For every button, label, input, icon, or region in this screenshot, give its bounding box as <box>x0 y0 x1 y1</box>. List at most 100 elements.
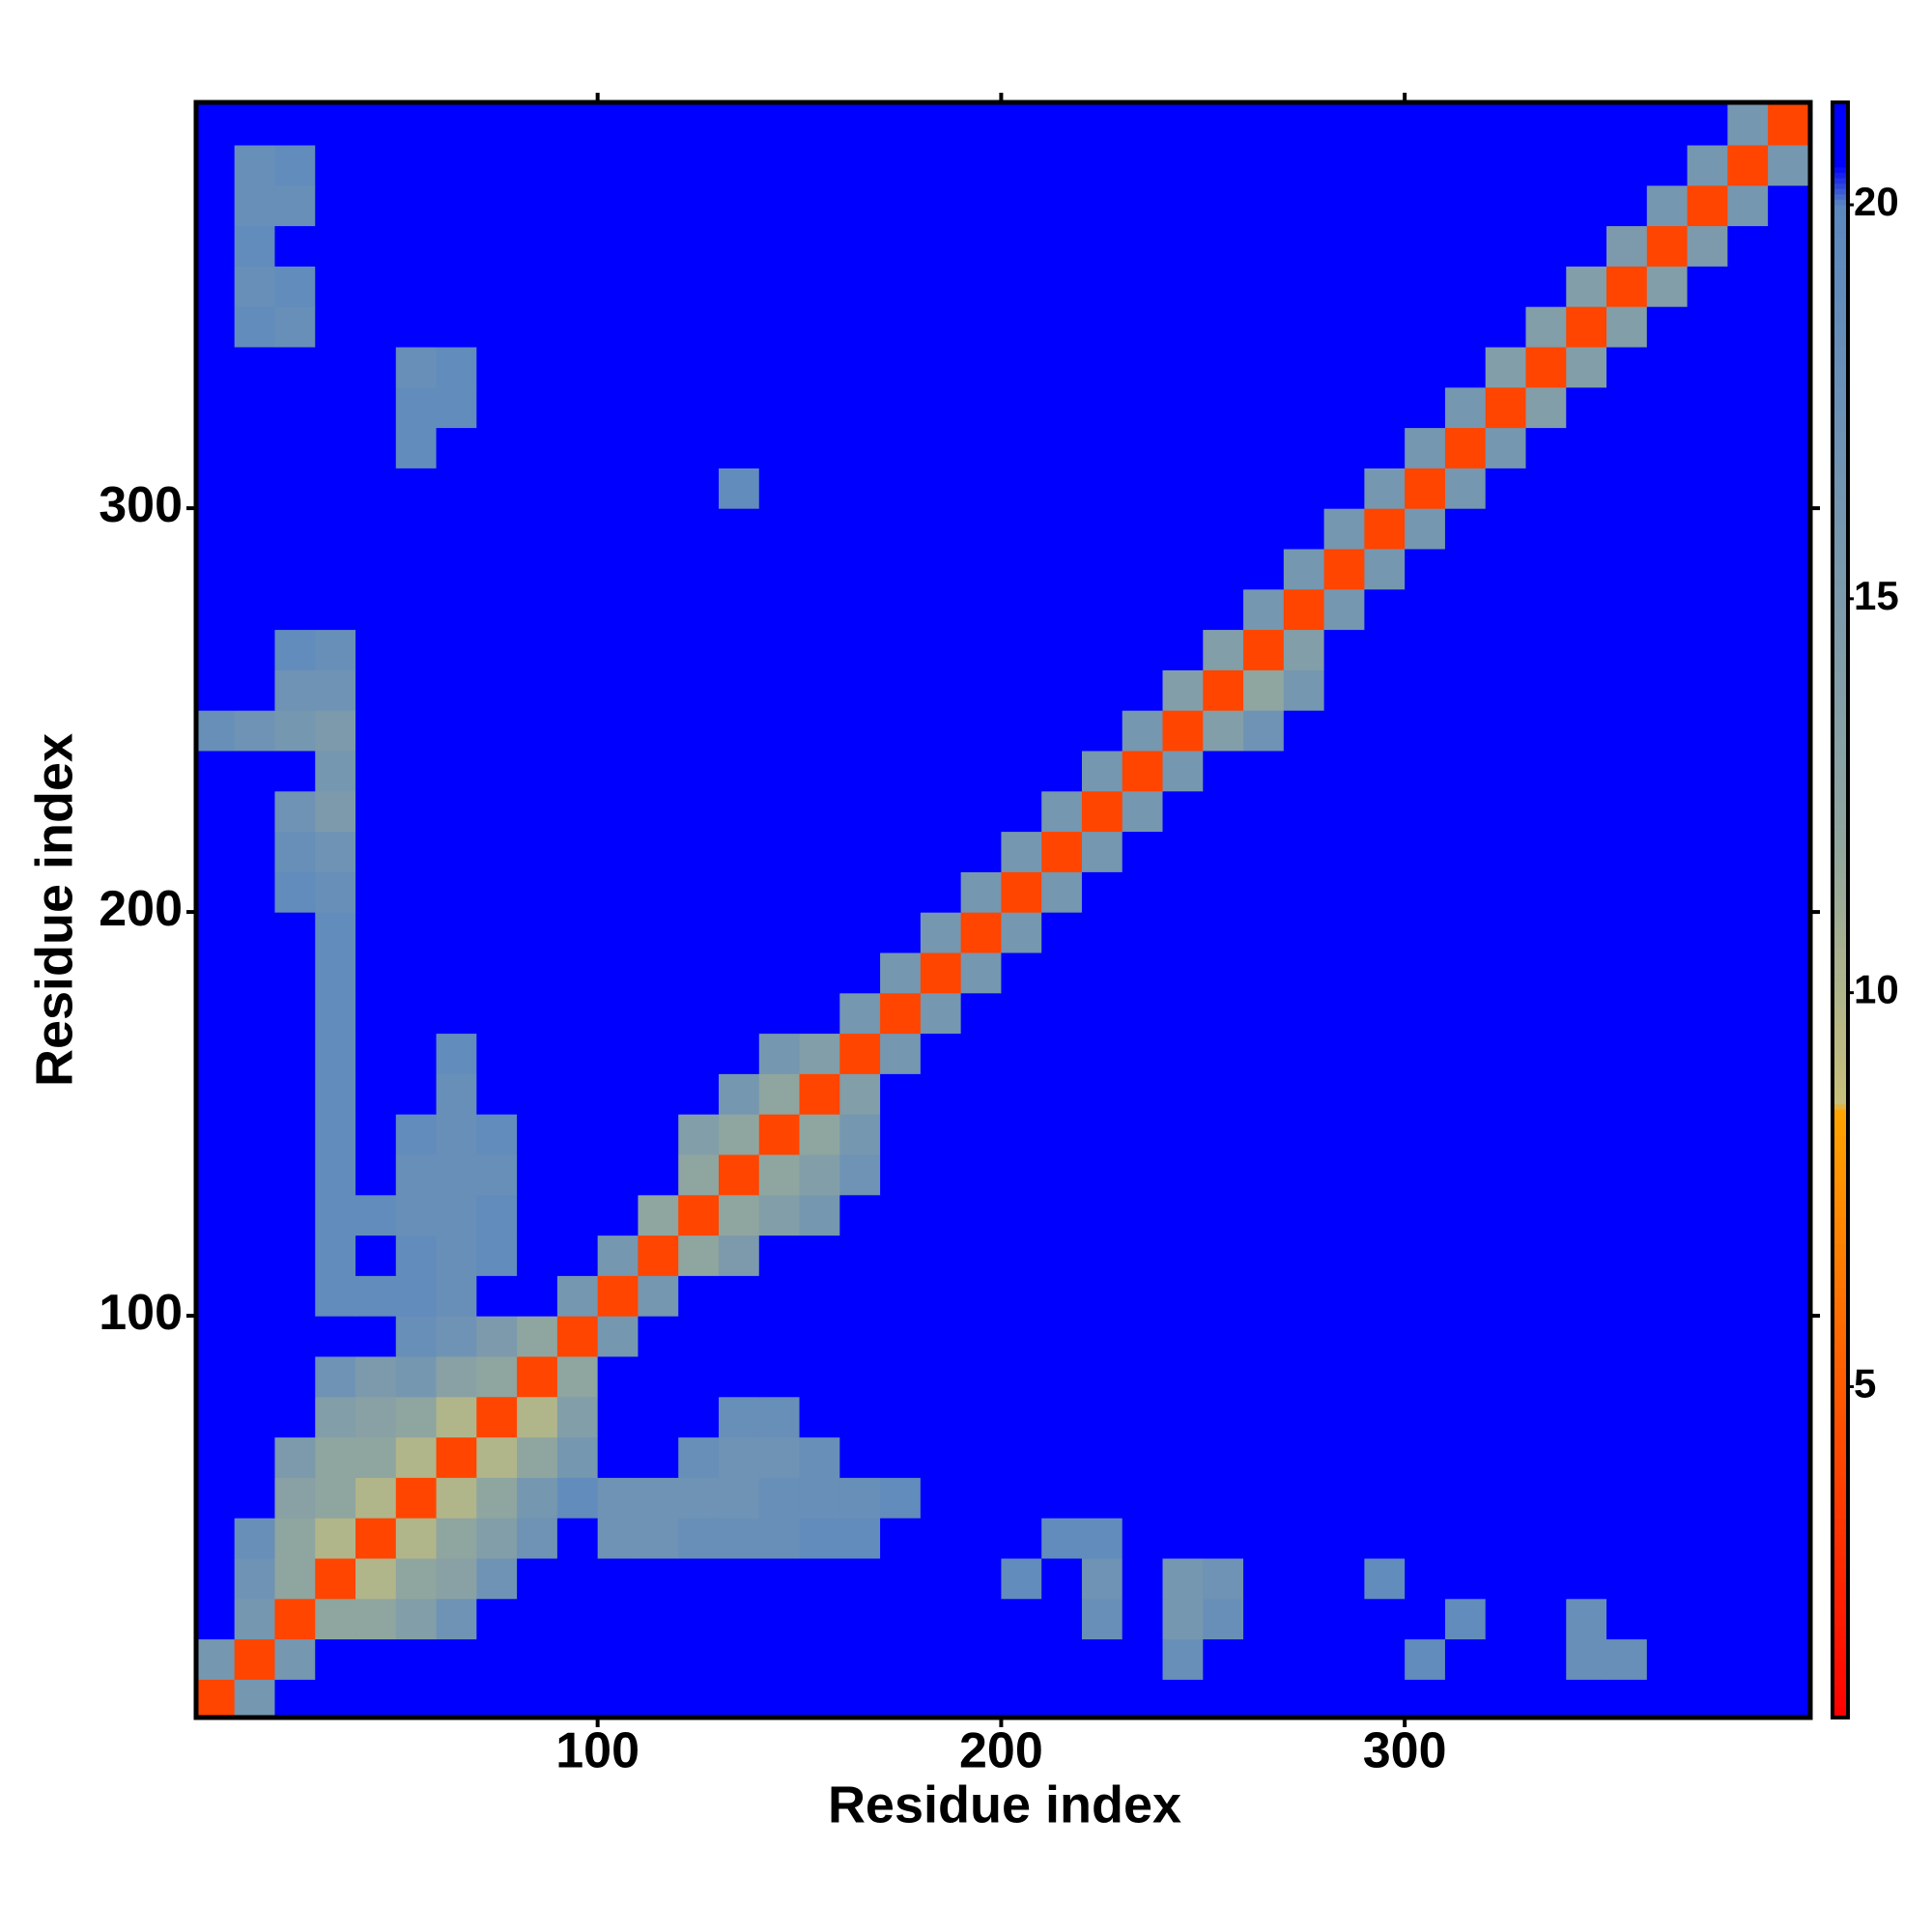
colorbar-segment <box>1833 1044 1848 1051</box>
heatmap-cell <box>1081 104 1123 146</box>
colorbar-segment <box>1833 1302 1848 1309</box>
heatmap-cell <box>234 669 276 711</box>
heatmap-cell <box>1162 1316 1204 1357</box>
heatmap-cell <box>274 831 316 872</box>
heatmap-cell <box>1203 1194 1244 1236</box>
heatmap-cell <box>1162 468 1204 509</box>
heatmap-cell <box>517 992 558 1035</box>
heatmap-cell <box>1566 468 1607 509</box>
heatmap-cell <box>758 386 801 429</box>
heatmap-cell <box>395 912 438 953</box>
heatmap-cell <box>1001 1073 1042 1115</box>
heatmap-cell <box>1444 710 1487 752</box>
heatmap-cell <box>1081 992 1123 1035</box>
colorbar-segment <box>1833 414 1848 421</box>
heatmap-cell <box>1646 750 1689 792</box>
heatmap-cell <box>758 306 801 348</box>
colorbar-segment <box>1833 1297 1848 1304</box>
heatmap-cell <box>758 1114 801 1155</box>
heatmap-cell <box>1122 1114 1164 1155</box>
colorbar-segment <box>1833 1701 1848 1708</box>
heatmap-cell <box>638 669 679 711</box>
heatmap-cell <box>234 1598 276 1640</box>
heatmap-cell <box>1606 1194 1648 1236</box>
heatmap-cell <box>1041 1114 1083 1155</box>
heatmap-cell <box>476 1073 518 1115</box>
heatmap-cell <box>839 1275 881 1317</box>
heatmap-cell <box>476 144 518 186</box>
heatmap-cell <box>960 952 1003 994</box>
heatmap-cell <box>1162 629 1204 670</box>
heatmap-cell <box>1283 468 1325 509</box>
heatmap-cell <box>880 871 922 913</box>
heatmap-cell <box>1727 669 1769 711</box>
heatmap-cell <box>196 912 236 953</box>
heatmap-cell <box>1687 548 1728 590</box>
heatmap-cell <box>839 750 881 792</box>
colorbar-segment <box>1833 1491 1848 1497</box>
heatmap-cell <box>799 1275 840 1317</box>
heatmap-cell <box>395 1033 438 1074</box>
heatmap-cell <box>678 1153 720 1196</box>
heatmap-cell <box>1243 1194 1285 1236</box>
heatmap-cell <box>1122 1316 1164 1357</box>
heatmap-cell <box>274 306 316 348</box>
heatmap-cell <box>758 1033 801 1074</box>
heatmap-cell <box>1485 1557 1527 1600</box>
heatmap-cell <box>274 1194 316 1236</box>
heatmap-cell <box>1444 1033 1487 1074</box>
colorbar-segment <box>1833 1690 1848 1697</box>
colorbar-segment <box>1833 172 1848 179</box>
heatmap-cell <box>920 750 962 792</box>
heatmap-cell <box>1485 104 1527 146</box>
heatmap-cell <box>436 1073 477 1115</box>
heatmap-cell <box>597 1275 639 1317</box>
heatmap-cell <box>1001 548 1042 590</box>
heatmap-cell <box>476 831 518 872</box>
heatmap-cell <box>1001 185 1042 227</box>
heatmap-cell <box>1283 629 1325 670</box>
heatmap-cell <box>315 871 356 913</box>
heatmap-cell <box>556 871 599 913</box>
heatmap-cell <box>597 1638 639 1680</box>
colorbar-segment <box>1833 969 1848 976</box>
heatmap-cell <box>1203 386 1244 429</box>
colorbar-segment <box>1833 974 1848 980</box>
heatmap-cell <box>1283 185 1325 227</box>
heatmap-cell <box>234 1235 276 1276</box>
colorbar-segment <box>1833 1001 1848 1008</box>
heatmap-cell <box>1485 1073 1527 1115</box>
heatmap-cell <box>196 1679 236 1719</box>
heatmap-cell <box>758 750 801 792</box>
colorbar-segment <box>1833 758 1848 766</box>
heatmap-cell <box>1203 831 1244 872</box>
heatmap-cell <box>880 144 922 186</box>
heatmap-cell <box>1646 225 1689 267</box>
heatmap-cell <box>1727 750 1769 792</box>
heatmap-cell <box>196 225 236 267</box>
heatmap-cell <box>920 1557 962 1600</box>
colorbar-segment <box>1833 818 1848 825</box>
colorbar-segment <box>1833 1437 1848 1444</box>
heatmap-cell <box>1525 912 1567 953</box>
heatmap-cell <box>1606 1235 1648 1276</box>
heatmap-cell <box>880 346 922 388</box>
heatmap-cell <box>395 1114 438 1155</box>
heatmap-cell <box>799 790 840 833</box>
colorbar-segment <box>1833 527 1848 534</box>
heatmap-cell <box>395 225 438 267</box>
heatmap-cell <box>758 1275 801 1317</box>
colorbar-segment <box>1833 1658 1848 1664</box>
heatmap-cell <box>315 548 356 590</box>
heatmap-cell <box>436 1436 477 1478</box>
colorbar-segment <box>1833 582 1848 588</box>
heatmap-cell <box>476 1557 518 1600</box>
heatmap-cell <box>1364 952 1406 994</box>
colorbar-segment <box>1833 1098 1848 1105</box>
heatmap-cell <box>799 912 840 953</box>
heatmap-cell <box>1122 508 1164 550</box>
heatmap-cell <box>799 629 840 670</box>
heatmap-cell <box>799 831 840 872</box>
heatmap-cell <box>395 508 438 550</box>
